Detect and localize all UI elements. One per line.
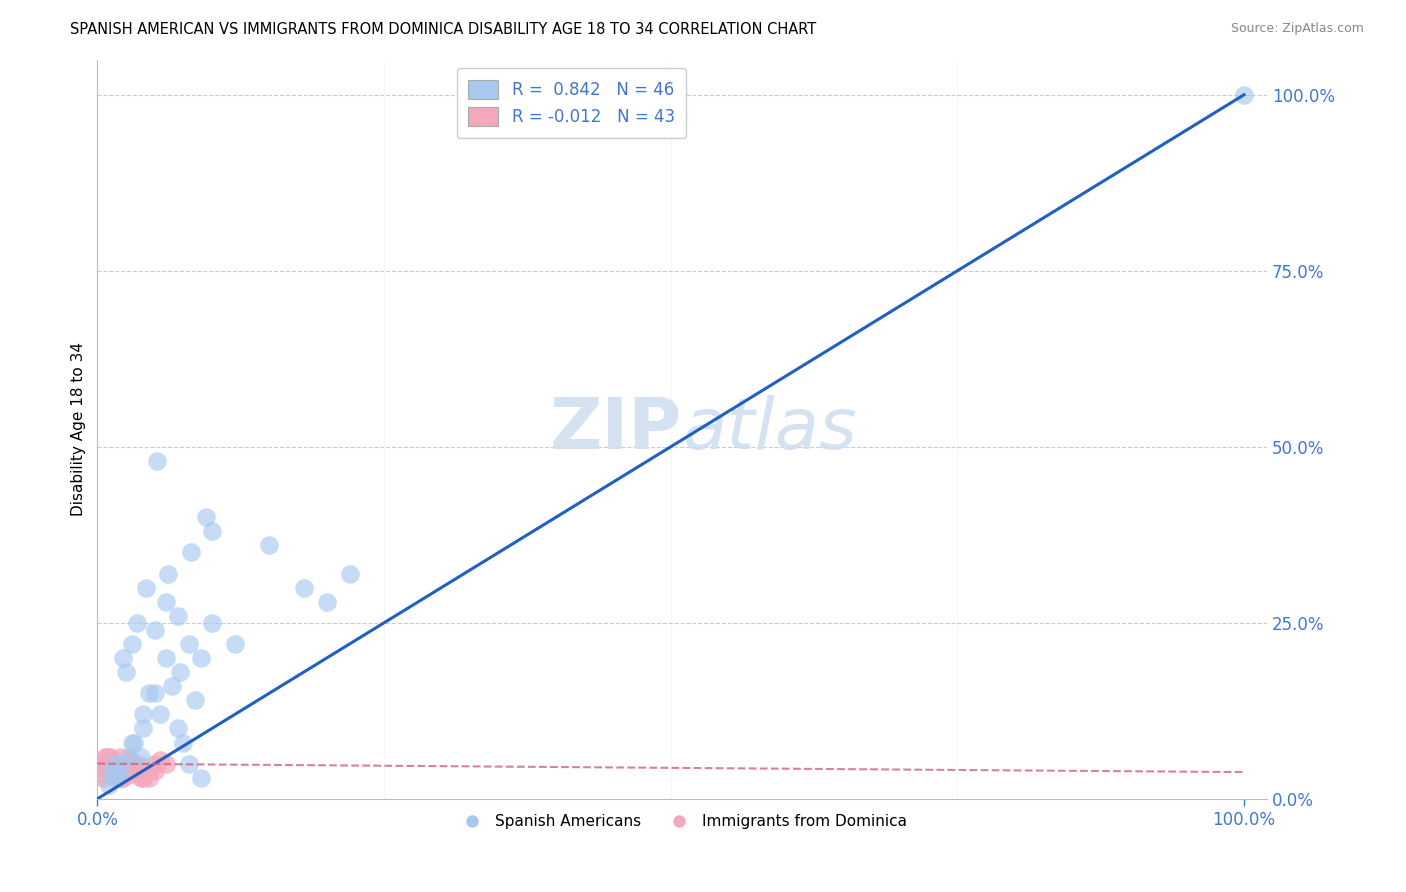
Point [132, 722, 155, 736]
Point [143, 623, 166, 637]
Point [149, 707, 172, 722]
Text: ZIP: ZIP [550, 395, 682, 464]
Point [129, 749, 152, 764]
Point [100, 753, 122, 767]
Point [111, 651, 134, 665]
Point [166, 722, 188, 736]
Point [110, 749, 132, 764]
Point [292, 581, 315, 595]
Point [146, 454, 169, 468]
Point [91, 771, 114, 785]
Point [1233, 87, 1256, 102]
Text: Source: ZipAtlas.com: Source: ZipAtlas.com [1230, 22, 1364, 36]
Point [110, 767, 132, 781]
Point [104, 764, 127, 778]
Point [103, 760, 125, 774]
Point [115, 665, 138, 679]
Point [103, 756, 125, 771]
Point [155, 651, 177, 665]
Point [110, 764, 132, 778]
Point [103, 756, 125, 771]
Point [94, 749, 117, 764]
Point [105, 771, 128, 785]
Point [315, 595, 337, 609]
Point [259, 538, 281, 552]
Point [172, 735, 194, 749]
Point [224, 637, 246, 651]
Point [110, 756, 132, 771]
Point [110, 771, 132, 785]
Point [169, 665, 191, 679]
Point [138, 686, 160, 700]
Point [97, 764, 120, 778]
Point [115, 760, 138, 774]
Point [190, 771, 212, 785]
Point [138, 771, 160, 785]
Point [121, 637, 143, 651]
Point [121, 767, 143, 781]
Point [107, 771, 129, 785]
Point [111, 771, 134, 785]
Point [97, 764, 120, 778]
Point [91, 767, 114, 781]
Point [143, 756, 166, 771]
Point [129, 771, 152, 785]
Point [108, 767, 131, 781]
Point [143, 686, 166, 700]
Point [107, 764, 129, 778]
Point [127, 615, 149, 630]
Point [103, 771, 125, 785]
Point [118, 753, 141, 767]
Point [155, 595, 177, 609]
Point [132, 771, 155, 785]
Point [127, 764, 149, 778]
Point [160, 679, 183, 693]
Point [121, 735, 143, 749]
Point [121, 760, 143, 774]
Point [201, 615, 224, 630]
Point [115, 753, 138, 767]
Point [132, 707, 155, 722]
Point [143, 764, 166, 778]
Point [149, 753, 172, 767]
Point [180, 545, 202, 559]
Point [96, 749, 118, 764]
Point [201, 524, 224, 539]
Text: atlas: atlas [682, 395, 856, 464]
Point [118, 749, 141, 764]
Point [112, 760, 135, 774]
Point [122, 764, 145, 778]
Point [93, 756, 115, 771]
Point [98, 749, 121, 764]
Point [101, 756, 124, 771]
Legend: Spanish Americans, Immigrants from Dominica: Spanish Americans, Immigrants from Domin… [451, 808, 914, 836]
Point [339, 566, 361, 581]
Point [122, 735, 145, 749]
Point [110, 771, 132, 785]
Y-axis label: Disability Age 18 to 34: Disability Age 18 to 34 [72, 343, 86, 516]
Point [166, 608, 188, 623]
Point [97, 778, 120, 792]
Point [184, 693, 207, 707]
Point [157, 566, 180, 581]
Point [103, 756, 125, 771]
Point [134, 581, 156, 595]
Point [195, 510, 218, 524]
Point [177, 756, 200, 771]
Point [177, 637, 200, 651]
Point [97, 756, 120, 771]
Text: SPANISH AMERICAN VS IMMIGRANTS FROM DOMINICA DISABILITY AGE 18 TO 34 CORRELATION: SPANISH AMERICAN VS IMMIGRANTS FROM DOMI… [70, 22, 817, 37]
Point [115, 764, 138, 778]
Point [138, 764, 160, 778]
Point [132, 760, 155, 774]
Point [127, 756, 149, 771]
Point [190, 651, 212, 665]
Point [100, 764, 122, 778]
Point [97, 764, 120, 778]
Point [155, 756, 177, 771]
